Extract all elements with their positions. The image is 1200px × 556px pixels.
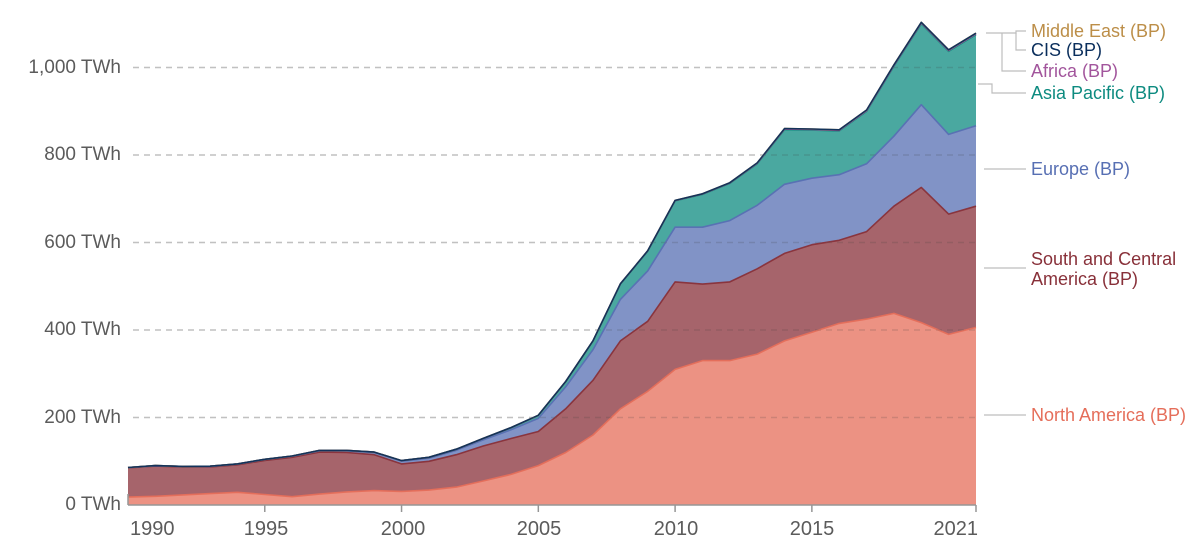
x-axis-label: 1995 (243, 518, 289, 540)
legend-connector (1015, 33, 1026, 51)
area-edge-cis (127, 21, 977, 469)
y-axis-label: 600 TWh (44, 232, 121, 253)
legend-label-cis[interactable]: CIS (BP) (1031, 40, 1103, 60)
legend-label-asia-pacific[interactable]: Asia Pacific (BP) (1031, 83, 1166, 103)
x-axis-label: 2015 (789, 518, 835, 540)
area-south-central-america[interactable] (128, 187, 976, 498)
legend-label-africa[interactable]: Africa (BP) (1031, 61, 1119, 81)
y-axis-label: 0 TWh (65, 494, 121, 515)
area-edge-north-america (127, 312, 977, 498)
legend-connector (1001, 33, 1026, 72)
legend-label-south-central-america[interactable]: South and Central America (BP) (1031, 249, 1177, 289)
x-axis-label: 2021 (933, 518, 979, 540)
legend-label-north-america[interactable]: North America (BP) (1031, 405, 1187, 425)
x-axis-label: 1990 (130, 518, 175, 540)
y-axis-label: 1,000 TWh (28, 57, 121, 78)
x-axis-label: 2005 (516, 518, 562, 540)
x-axis-label: 2000 (380, 518, 426, 540)
area-edge-south-central-america (127, 186, 977, 469)
area-north-america[interactable] (128, 313, 976, 505)
legend-connector (986, 30, 1026, 34)
legend-connector (978, 83, 1026, 94)
area-europe[interactable] (128, 104, 976, 468)
x-axis-label: 2010 (653, 518, 699, 540)
y-axis-label: 400 TWh (44, 319, 121, 340)
legend-label-middle-east[interactable]: Middle East (BP) (1031, 21, 1167, 41)
y-axis-label: 800 TWh (44, 144, 121, 165)
y-axis-label: 200 TWh (44, 407, 121, 428)
legend-label-europe[interactable]: Europe (BP) (1031, 159, 1131, 179)
